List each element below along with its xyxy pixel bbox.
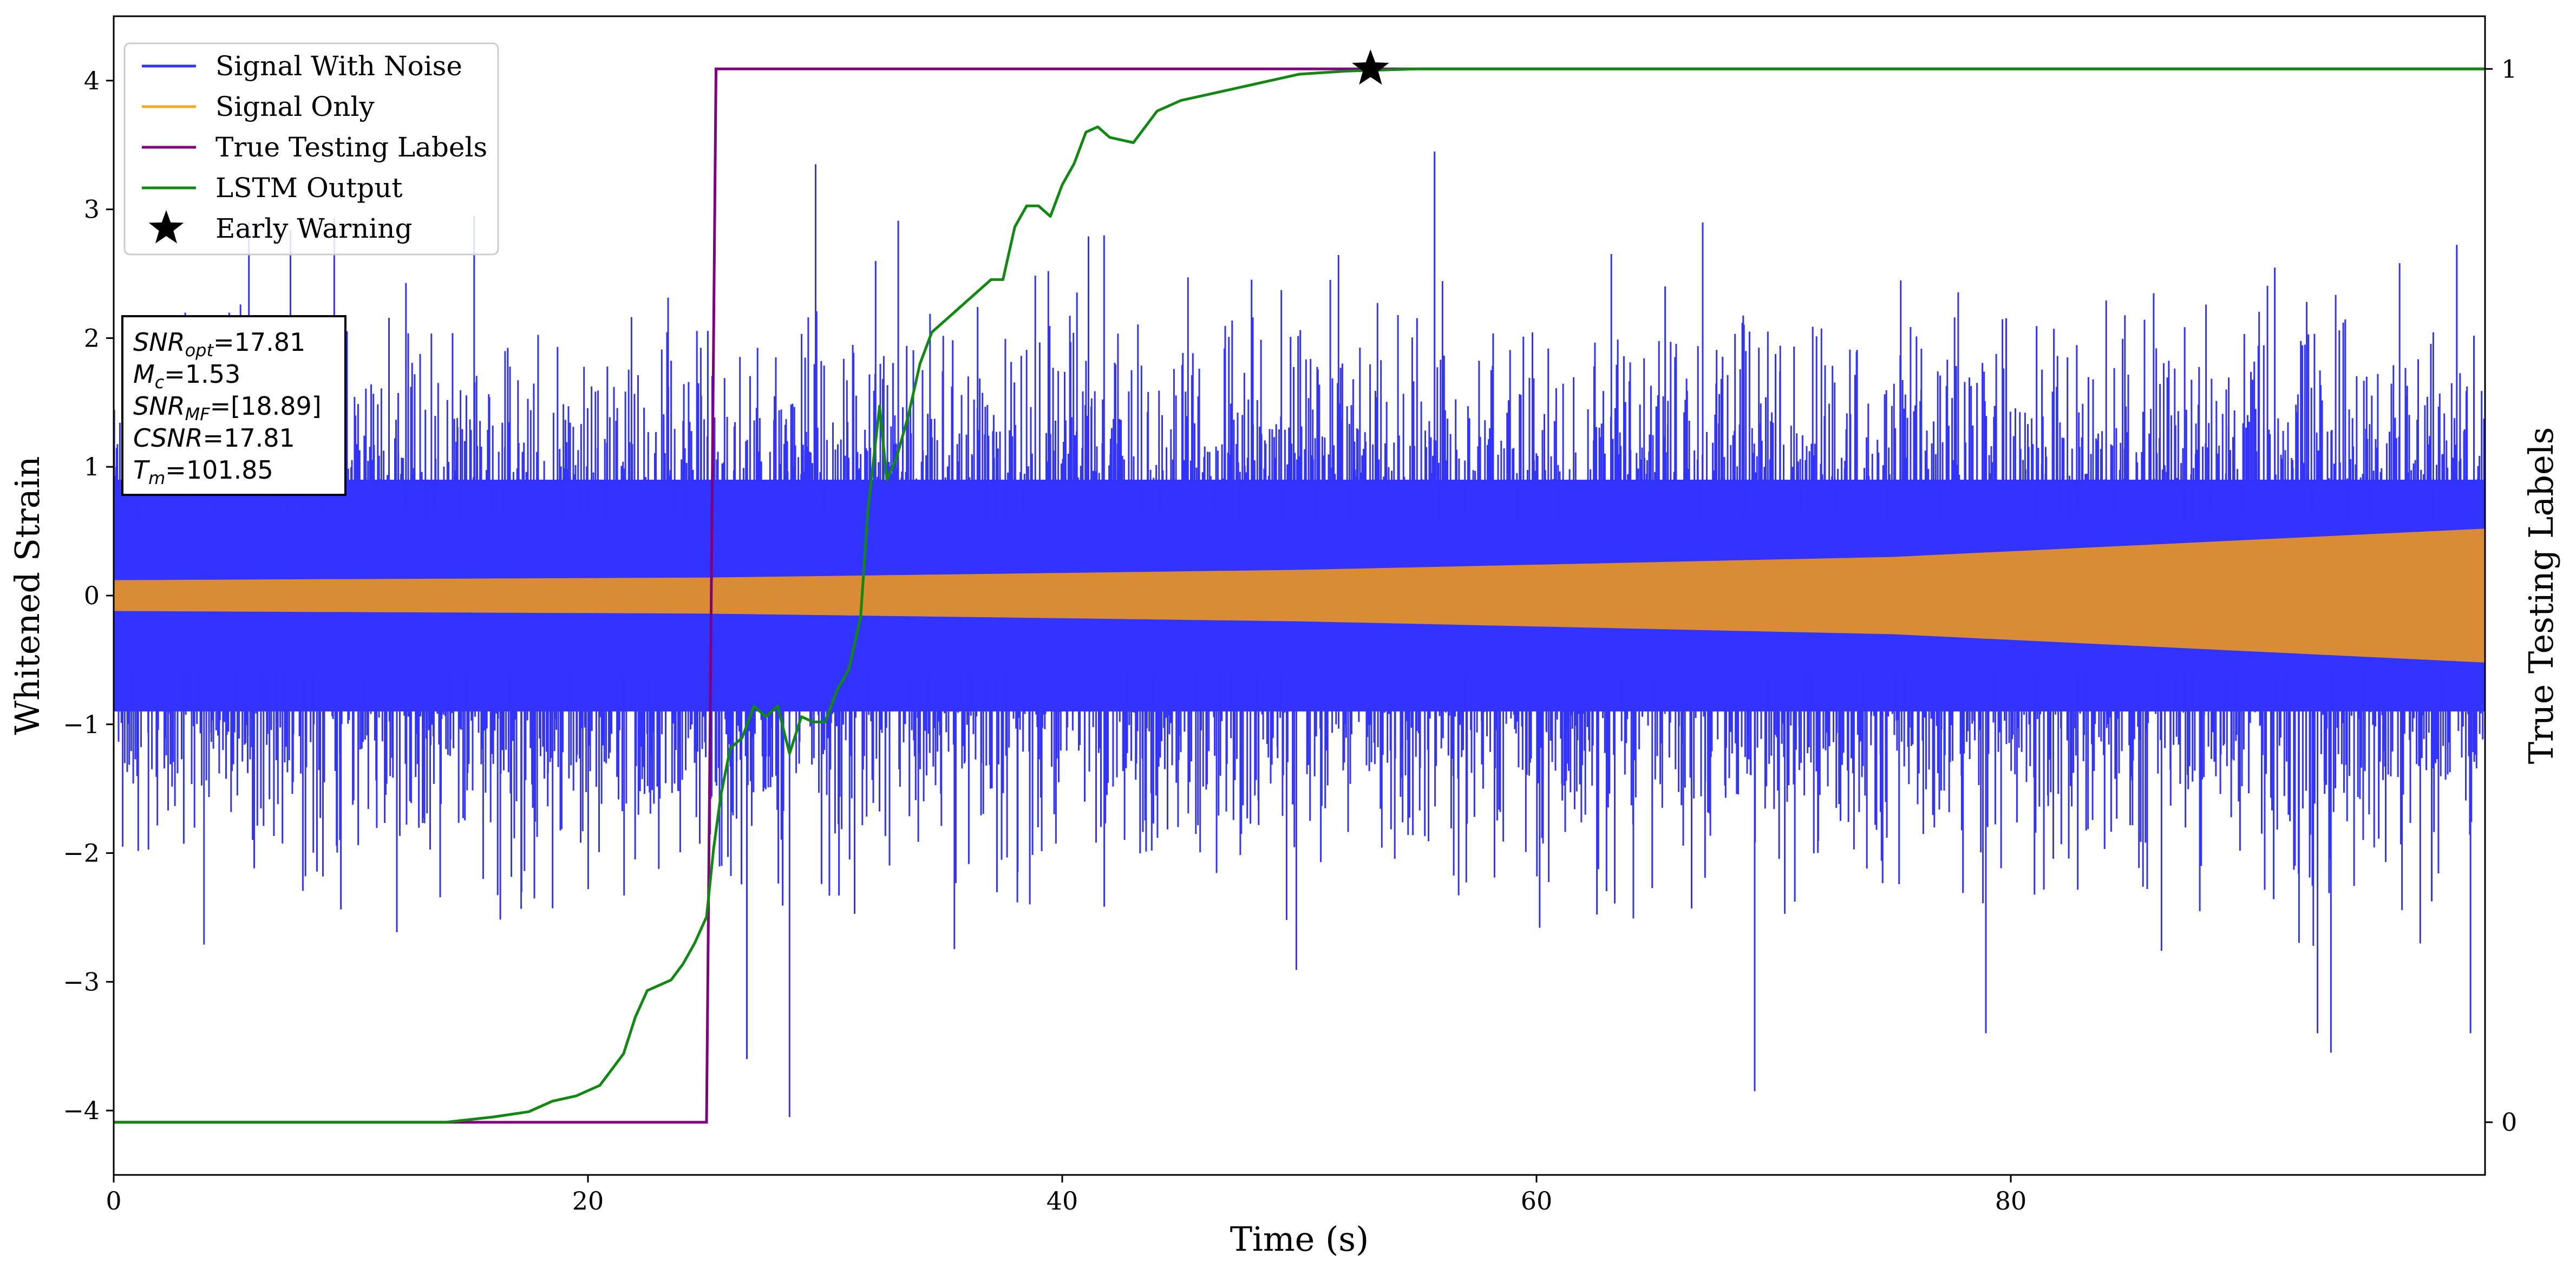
legend-item: True Testing Labels xyxy=(142,132,487,163)
y2-axis-title: True Testing Labels xyxy=(2521,427,2561,765)
info-line: Tm=101.85 xyxy=(133,455,273,488)
x-tick-label: 20 xyxy=(572,1186,604,1216)
legend-item: Early Warning xyxy=(148,210,413,244)
y-tick-label: 3 xyxy=(84,195,100,224)
y-tick-label: −2 xyxy=(63,839,100,868)
x-tick-label: 40 xyxy=(1047,1186,1078,1216)
legend-label: Signal With Noise xyxy=(215,50,462,82)
x-tick-label: 80 xyxy=(1995,1186,2027,1216)
info-line: SNRopt=17.81 xyxy=(133,328,305,361)
x-tick-label: 60 xyxy=(1521,1186,1553,1216)
legend: Signal With Noise Signal Only True Testing… xyxy=(123,42,499,256)
y-tick-label: −1 xyxy=(63,710,100,739)
legend-label: LSTM Output xyxy=(215,172,402,204)
legend-item: LSTM Output xyxy=(142,172,402,204)
legend-label: True Testing Labels xyxy=(215,132,487,163)
info-line: CSNR=17.81 xyxy=(133,423,295,453)
signal-only-series xyxy=(114,528,2485,663)
legend-label: Signal Only xyxy=(215,91,375,122)
y-tick-label: 0 xyxy=(84,581,100,610)
x-axis-title: Time (s) xyxy=(1230,1219,1369,1259)
legend-box xyxy=(123,42,499,256)
legend-item: Signal With Noise xyxy=(142,50,462,82)
signal-only-band xyxy=(114,528,2485,663)
y-tick-label: 4 xyxy=(84,66,100,95)
y2-tick-label: 1 xyxy=(2501,54,2517,83)
info-line: Mc=1.53 xyxy=(133,360,240,393)
lstm-output-line xyxy=(114,67,2485,1124)
legend-star-icon xyxy=(148,210,184,244)
info-box-frame xyxy=(121,315,346,496)
info-line: SNRMF=[18.89] xyxy=(133,391,322,424)
y2-tick-label: 0 xyxy=(2501,1108,2517,1137)
y-tick-label: −4 xyxy=(63,1096,100,1125)
parameter-annotation-box: SNRopt=17.81Mc=1.53SNRMF=[18.89]CSNR=17.… xyxy=(121,315,346,496)
early-warning-marker xyxy=(1352,49,1389,85)
y-tick-label: −3 xyxy=(63,967,100,996)
legend-item: Signal Only xyxy=(142,91,375,122)
early-warning-series xyxy=(1352,49,1389,85)
legend-label: Early Warning xyxy=(215,213,413,244)
x-tick-label: 0 xyxy=(106,1186,121,1216)
y-tick-label: 1 xyxy=(84,452,100,481)
lstm-output-series xyxy=(114,67,2485,1124)
y-axis-title: Whitened Strain xyxy=(8,456,47,735)
y-tick-label: 2 xyxy=(84,323,100,352)
